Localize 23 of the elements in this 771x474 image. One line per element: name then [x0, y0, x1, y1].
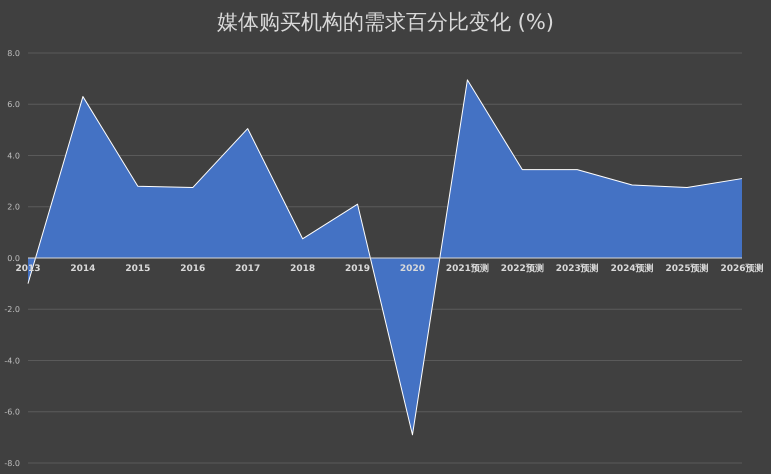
x-tick-label: 2014: [70, 264, 96, 274]
x-tick-label: 2026预测: [720, 263, 764, 274]
x-tick-label: 2025预测: [666, 263, 709, 274]
y-tick-label: 2.0: [7, 202, 20, 212]
y-tick-label: -2.0: [4, 305, 20, 314]
x-tick-label: 2023预测: [556, 263, 599, 274]
y-tick-label: 8.0: [7, 48, 20, 58]
x-tick-label: 2019: [345, 264, 370, 274]
y-tick-label: 4.0: [7, 151, 20, 160]
y-tick-label: 0.0: [7, 254, 20, 263]
x-tick-label: 2020: [400, 264, 425, 274]
x-tick-label: 2022预测: [500, 263, 544, 274]
x-tick-label: 2017: [235, 264, 260, 274]
chart-title: 媒体购买机构的需求百分比变化 (%): [216, 9, 555, 36]
x-tick-label: 2024预测: [610, 263, 654, 274]
x-tick-label: 2015: [125, 264, 150, 274]
y-tick-label: -8.0: [4, 458, 20, 468]
x-tick-label: 2018: [290, 264, 316, 274]
y-tick-label: 6.0: [7, 100, 20, 110]
x-tick-label: 2021预测: [446, 263, 489, 274]
y-tick-label: -6.0: [4, 408, 20, 417]
x-tick-label: 2016: [180, 264, 206, 274]
y-tick-label: -4.0: [4, 356, 20, 366]
